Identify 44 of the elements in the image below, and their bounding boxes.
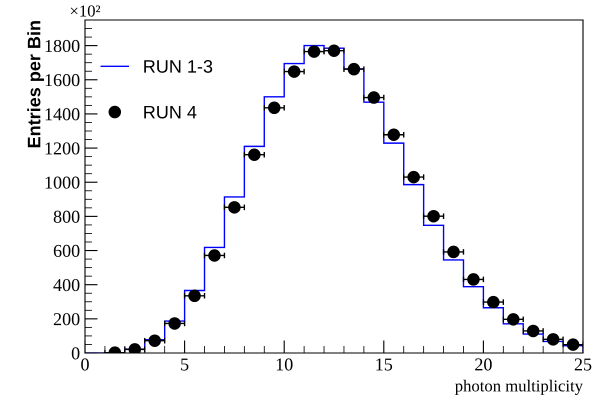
x-axis-title: photon multiplicity <box>455 380 583 395</box>
y-tick-label: 200 <box>54 313 80 326</box>
point <box>407 170 420 184</box>
text: ×10² <box>70 5 100 17</box>
point <box>208 249 221 262</box>
point <box>348 62 360 76</box>
x-tick-label: 20 <box>475 358 492 371</box>
y-axis-title: Entries per Bin <box>27 21 44 148</box>
point <box>268 102 280 114</box>
legend-label: RUN 4 <box>144 106 196 119</box>
x-tick-label: 10 <box>276 358 293 371</box>
point <box>427 210 440 222</box>
point <box>148 334 161 347</box>
y-tick-label: 600 <box>54 244 80 257</box>
point <box>168 317 181 330</box>
y-tick-label: 1000 <box>46 176 80 189</box>
point <box>507 313 520 326</box>
point <box>487 296 500 308</box>
y-tick-label: 1200 <box>46 142 80 155</box>
point <box>228 201 241 214</box>
point <box>566 338 580 351</box>
y-tick-label: 0 <box>72 347 80 360</box>
x-tick-label: 5 <box>181 358 188 371</box>
point <box>308 45 320 58</box>
point <box>388 128 400 142</box>
point <box>128 343 142 353</box>
y-tick-label: 1800 <box>46 40 80 52</box>
point <box>467 273 480 286</box>
legend-label: RUN 1-3 <box>144 60 212 73</box>
y-tick-label: 1400 <box>46 108 80 120</box>
point <box>328 44 340 57</box>
x-tick-label: 0 <box>81 358 89 371</box>
y-tick-label: 800 <box>54 210 80 223</box>
y-tick-label: 400 <box>53 278 80 292</box>
point <box>526 324 540 338</box>
point <box>248 148 261 161</box>
x-tick-label: 15 <box>376 358 392 371</box>
y-tick-label: 1600 <box>46 74 80 86</box>
point <box>447 246 460 258</box>
point <box>368 91 380 104</box>
point <box>188 290 201 302</box>
point <box>546 333 560 346</box>
point <box>288 65 300 78</box>
x-tick-label: 25 <box>574 358 592 371</box>
